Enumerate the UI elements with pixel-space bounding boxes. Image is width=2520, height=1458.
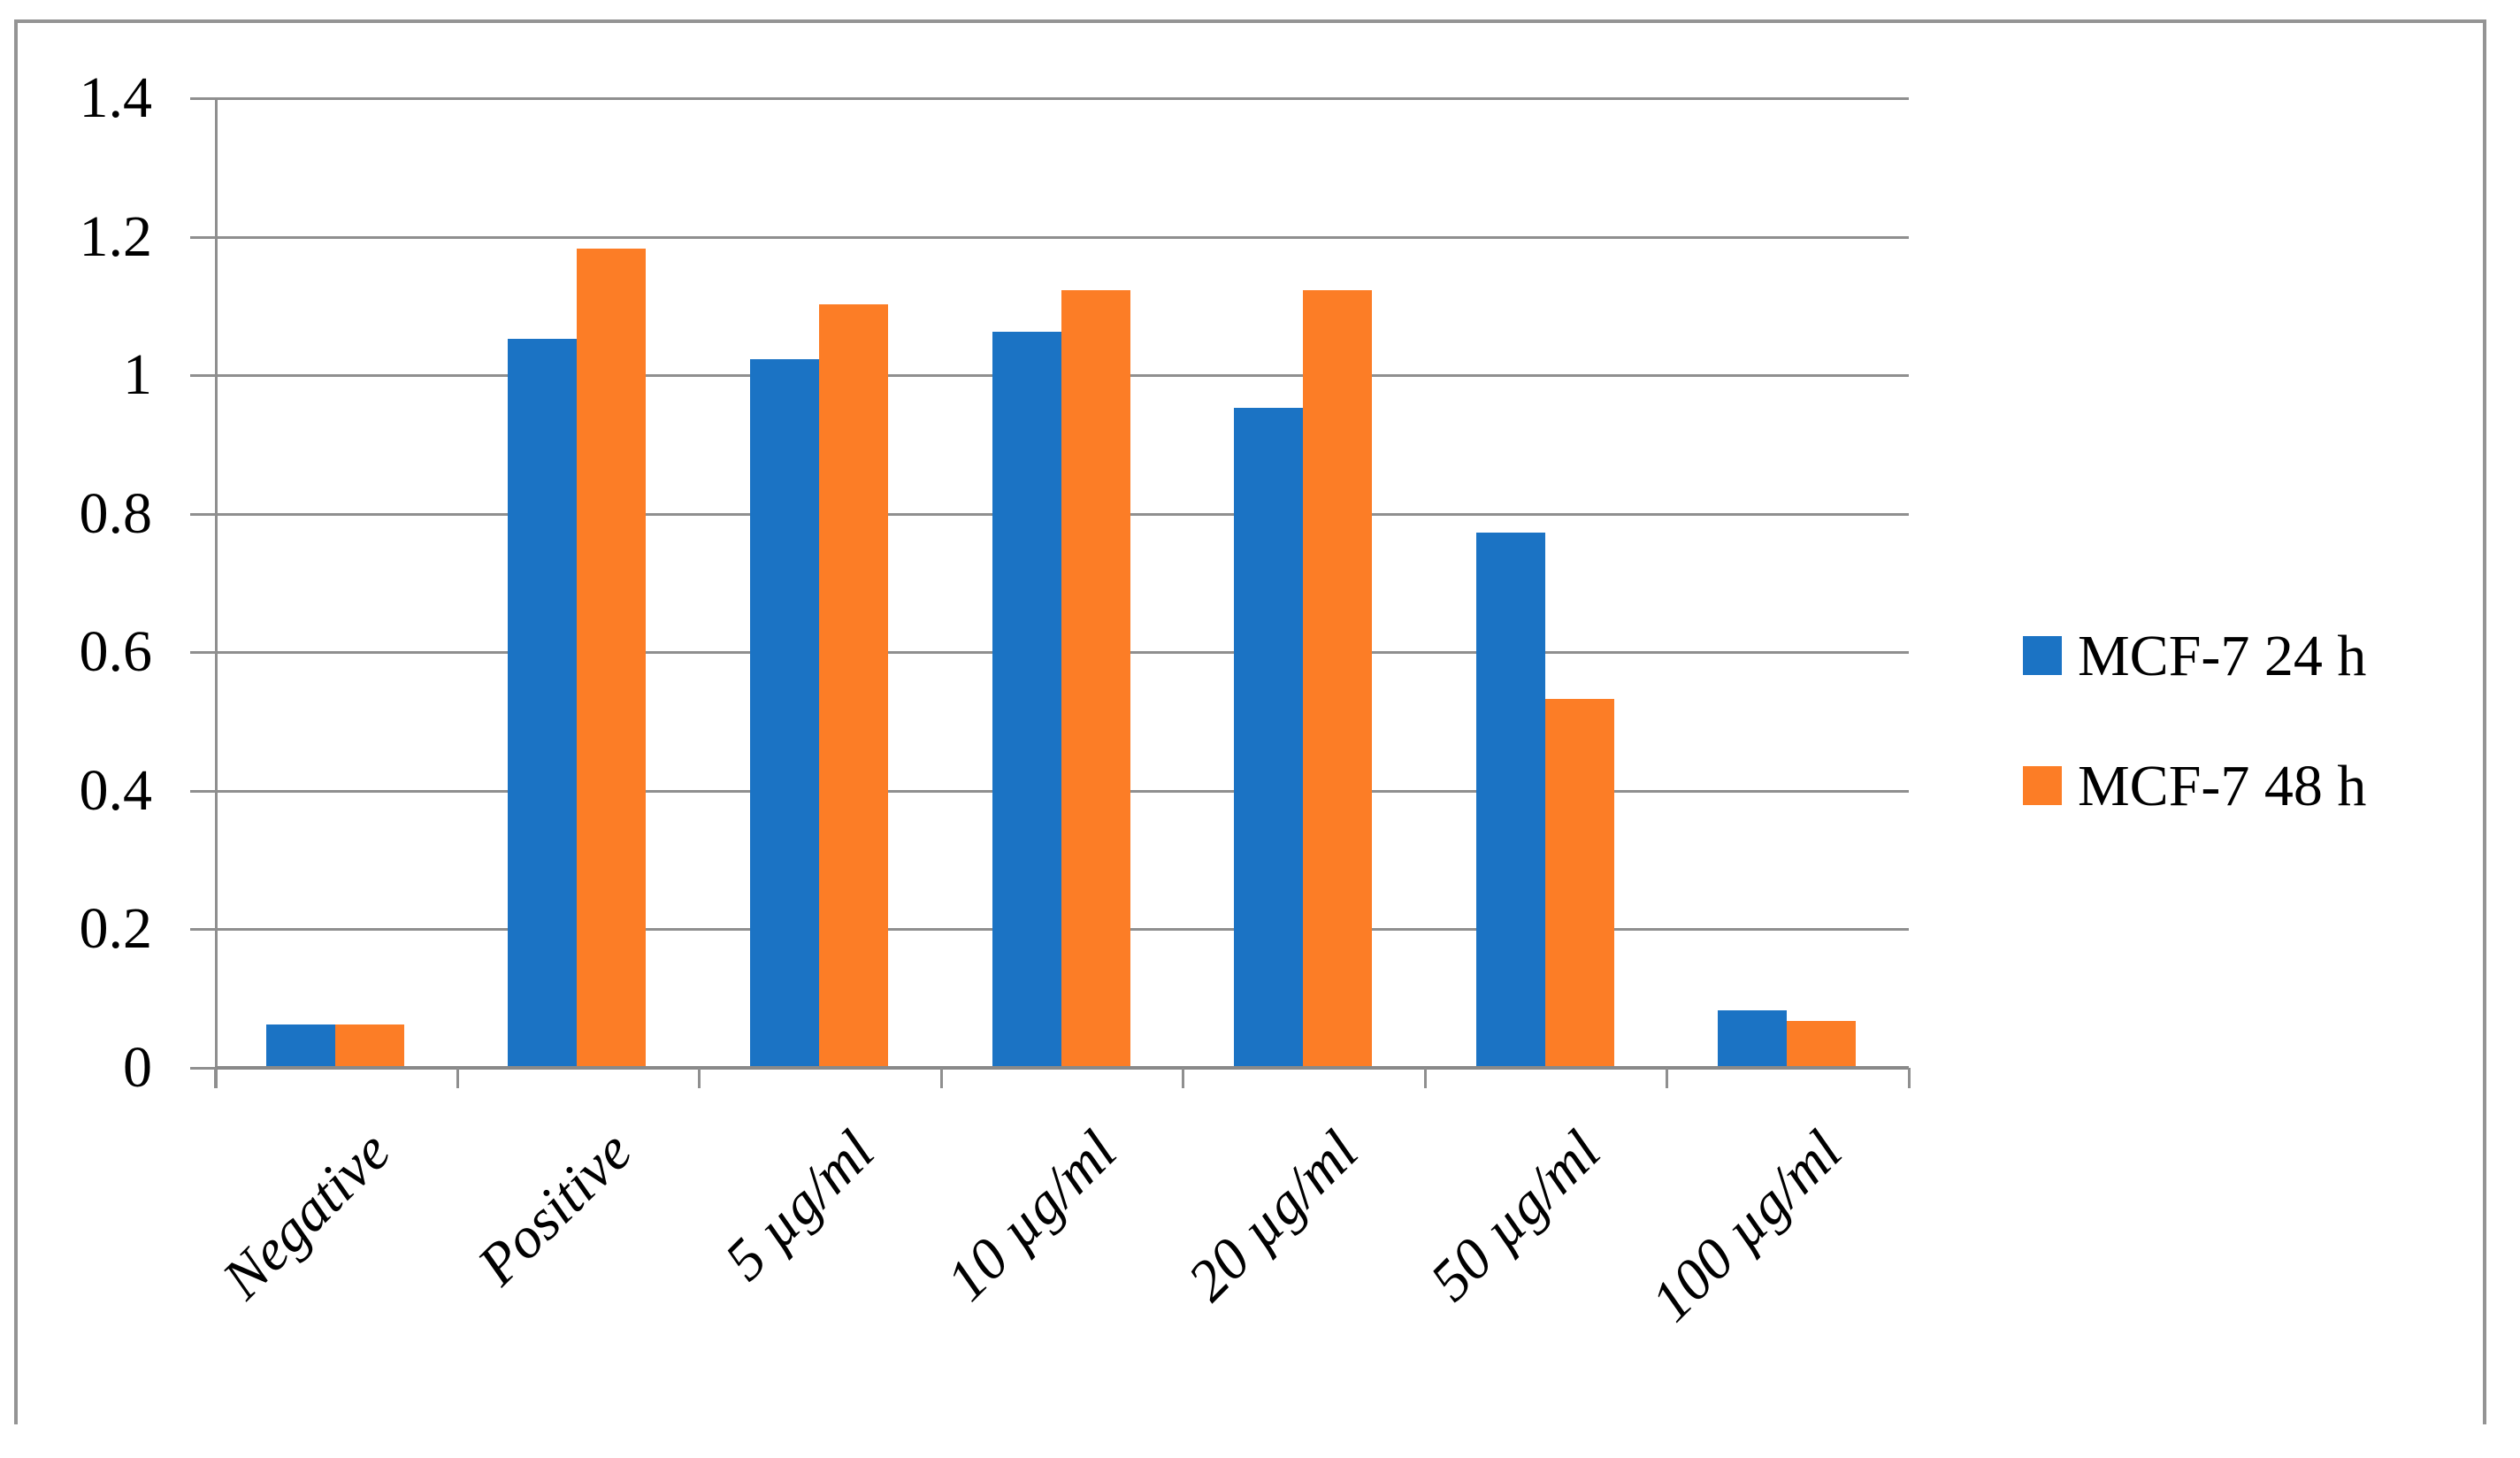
bar-mcf-7-24-h-5-g-ml — [749, 359, 819, 1066]
x-axis-tick-2 — [698, 1068, 701, 1088]
x-axis-tick-1 — [456, 1068, 459, 1088]
bar-mcf-7-48-h-positive — [577, 249, 647, 1066]
bar-mcf-7-24-h-50-g-ml — [1475, 533, 1545, 1066]
y-axis-tick-0.4 — [190, 789, 215, 793]
y-tick-label-1.2: 1.2 — [79, 203, 153, 269]
legend-label-mcf7-48h: MCF-7 48 h — [2078, 754, 2367, 818]
bar-mcf-7-48-h-negative — [334, 1024, 404, 1066]
legend-label-mcf7-24h: MCF-7 24 h — [2078, 624, 2367, 688]
x-category-label-positive: Positive — [465, 1118, 645, 1298]
y-tick-label-1.4: 1.4 — [79, 65, 153, 130]
x-axis-line — [215, 1066, 1909, 1070]
y-tick-label-0.2: 0.2 — [79, 896, 153, 962]
y-axis-tick-1.4 — [190, 97, 215, 100]
bar-mcf-7-24-h-negative — [265, 1024, 335, 1066]
bar-mcf-7-48-h-10-g-ml — [1061, 290, 1130, 1066]
figure-border-top — [14, 19, 2486, 23]
bar-mcf-7-48-h-50-g-ml — [1544, 699, 1614, 1066]
bar-mcf-7-48-h-5-g-ml — [818, 303, 888, 1066]
gridline-1.2 — [215, 235, 1909, 239]
y-axis-line — [215, 97, 218, 1088]
figure-border-left — [14, 19, 18, 1424]
x-category-label-negative: Negative — [210, 1118, 402, 1312]
y-axis-tick-1.2 — [190, 235, 215, 239]
x-axis-tick-7 — [1908, 1068, 1911, 1088]
x-category-label-100-g-ml: 100 µg/ml — [1639, 1118, 1855, 1334]
y-tick-label-0.8: 0.8 — [79, 480, 153, 546]
x-category-label-5-g-ml: 5 µg/ml — [712, 1118, 887, 1293]
y-axis-tick-0.6 — [190, 651, 215, 655]
bar-mcf-7-48-h-100-g-ml — [1787, 1021, 1857, 1066]
bar-mcf-7-24-h-positive — [508, 339, 578, 1066]
y-tick-label-0.4: 0.4 — [79, 757, 153, 823]
y-axis-tick-0.2 — [190, 928, 215, 932]
bar-mcf-7-48-h-20-g-ml — [1303, 290, 1373, 1066]
x-axis-tick-5 — [1423, 1068, 1427, 1088]
gridline-1.4 — [215, 97, 1909, 100]
legend-swatch-mcf7-48h — [2023, 766, 2062, 805]
y-tick-label-0: 0 — [123, 1035, 152, 1100]
x-axis-tick-0 — [214, 1068, 217, 1088]
y-axis-tick-1 — [190, 374, 215, 378]
x-category-label-50-g-ml: 50 µg/ml — [1418, 1118, 1612, 1314]
x-category-label-10-g-ml: 10 µg/ml — [933, 1118, 1129, 1314]
y-axis-tick-0.8 — [190, 512, 215, 516]
y-tick-label-1: 1 — [123, 342, 152, 408]
bar-mcf-7-24-h-100-g-ml — [1718, 1010, 1788, 1066]
y-axis-tick-0 — [190, 1067, 215, 1070]
legend-swatch-mcf7-24h — [2023, 636, 2062, 675]
bar-mcf-7-24-h-20-g-ml — [1234, 408, 1304, 1066]
y-tick-label-0.6: 0.6 — [79, 619, 153, 685]
x-axis-tick-6 — [1666, 1068, 1669, 1088]
x-category-label-20-g-ml: 20 µg/ml — [1176, 1118, 1371, 1314]
figure-border-right — [2483, 19, 2486, 1424]
bar-mcf-7-24-h-10-g-ml — [992, 332, 1061, 1066]
x-axis-tick-4 — [1182, 1068, 1185, 1088]
x-axis-tick-3 — [939, 1068, 943, 1088]
